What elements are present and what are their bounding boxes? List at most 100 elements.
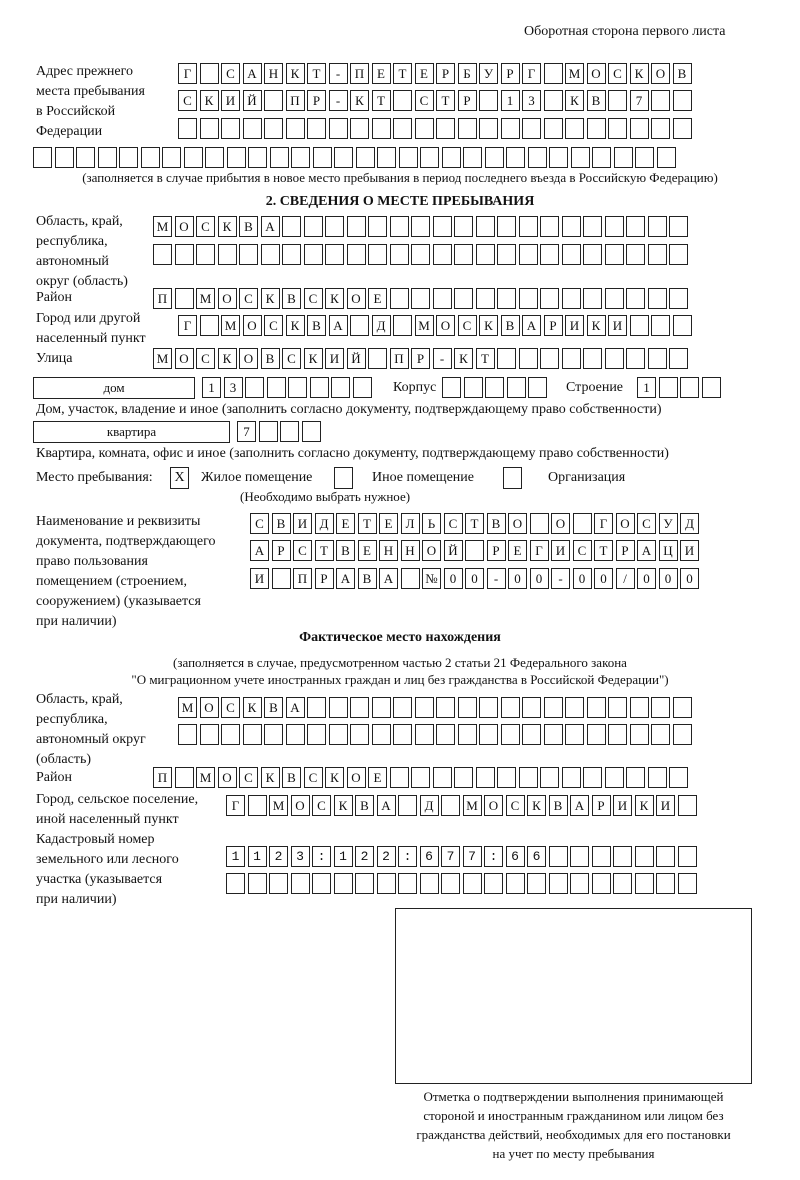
char-cell[interactable] [497,288,516,309]
char-cell[interactable] [669,348,688,369]
char-cell[interactable] [635,147,654,168]
char-cell[interactable] [331,377,350,398]
char-cell[interactable] [669,288,688,309]
char-cell[interactable]: В [500,315,520,336]
char-cell[interactable] [561,767,581,788]
char-cell[interactable] [583,348,602,369]
char-cell[interactable]: О [239,348,258,369]
char-cell[interactable] [264,724,283,745]
char-cell[interactable]: Р [615,540,635,561]
char-cell[interactable]: К [217,348,237,369]
char-cell[interactable] [540,288,559,309]
region-row-2[interactable] [153,244,691,265]
char-cell[interactable] [583,767,602,788]
char-cell[interactable] [608,697,627,718]
char-cell[interactable] [355,873,374,894]
char-cell[interactable] [264,118,283,139]
char-cell[interactable] [613,846,632,867]
char-cell[interactable] [325,216,344,237]
char-cell[interactable] [591,873,611,894]
char-cell[interactable] [419,873,439,894]
char-cell[interactable]: В [355,795,374,816]
char-cell[interactable] [119,147,138,168]
char-cell[interactable] [518,288,538,309]
char-cell[interactable] [604,348,624,369]
char-cell[interactable]: О [651,63,670,84]
char-cell[interactable]: Е [357,540,377,561]
char-cell[interactable]: 0 [680,568,699,589]
char-cell[interactable] [475,288,495,309]
char-cell[interactable]: Т [475,348,495,369]
char-cell[interactable] [518,244,538,265]
char-cell[interactable]: В [282,767,301,788]
char-cell[interactable] [570,873,589,894]
char-cell[interactable]: 0 [572,568,592,589]
char-cell[interactable]: Л [400,513,420,534]
char-cell[interactable]: 0 [508,568,527,589]
char-cell[interactable]: Т [307,63,326,84]
flat-number-row[interactable]: 7 [237,421,323,442]
char-cell[interactable]: Д [314,513,334,534]
char-cell[interactable] [497,216,516,237]
char-cell[interactable] [393,724,412,745]
char-cell[interactable] [312,147,332,168]
char-cell[interactable]: Д [371,315,391,336]
char-cell[interactable] [368,244,387,265]
char-cell[interactable]: Г [226,795,245,816]
char-cell[interactable] [629,118,649,139]
char-cell[interactable] [647,767,667,788]
char-cell[interactable] [368,348,387,369]
char-cell[interactable] [442,377,461,398]
char-cell[interactable] [518,216,538,237]
char-cell[interactable]: - [328,90,348,111]
char-cell[interactable] [475,216,495,237]
char-cell[interactable]: М [414,315,434,336]
char-cell[interactable] [457,697,477,718]
char-cell[interactable] [651,118,670,139]
char-cell[interactable] [269,147,289,168]
char-cell[interactable] [672,90,692,111]
char-cell[interactable] [604,244,624,265]
char-cell[interactable] [282,216,301,237]
char-cell[interactable]: В [260,348,280,369]
char-cell[interactable] [565,697,584,718]
char-cell[interactable] [355,846,374,867]
char-cell[interactable] [288,377,307,398]
char-cell[interactable] [540,348,559,369]
char-cell[interactable]: А [522,315,541,336]
char-cell[interactable] [441,873,460,894]
char-cell[interactable]: Р [314,568,334,589]
char-cell[interactable] [506,147,525,168]
char-cell[interactable]: Е [368,288,387,309]
char-cell[interactable] [312,846,331,867]
char-cell[interactable] [656,873,675,894]
char-cell[interactable] [543,724,563,745]
char-cell[interactable] [328,697,348,718]
char-cell[interactable] [441,795,460,816]
char-cell[interactable] [651,315,670,336]
char-cell[interactable]: С [264,315,283,336]
char-cell[interactable] [485,377,504,398]
char-cell[interactable]: О [174,348,194,369]
char-cell[interactable]: Т [436,90,455,111]
char-cell[interactable] [205,147,224,168]
char-cell[interactable] [647,288,667,309]
char-cell[interactable]: В [672,63,692,84]
char-cell[interactable]: А [285,697,305,718]
char-cell[interactable] [586,118,606,139]
char-cell[interactable] [280,421,299,442]
char-cell[interactable]: 0 [637,568,656,589]
char-cell[interactable] [411,244,430,265]
char-cell[interactable] [629,724,649,745]
char-cell[interactable] [398,846,417,867]
char-cell[interactable] [527,147,547,168]
actual-region-row-2[interactable] [178,724,694,745]
char-cell[interactable] [221,118,240,139]
char-cell[interactable]: К [242,697,262,718]
char-cell[interactable]: С [457,315,477,336]
char-cell[interactable]: К [325,288,344,309]
char-cell[interactable] [376,873,396,894]
char-cell[interactable]: К [199,90,219,111]
